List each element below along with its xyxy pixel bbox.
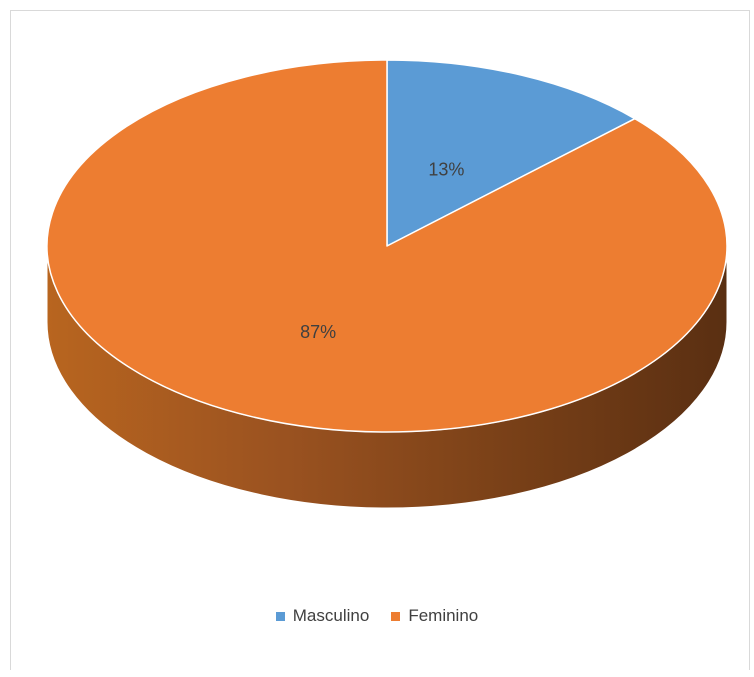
legend-label-masculino: Masculino [292, 606, 370, 625]
legend-swatch-masculino [275, 611, 285, 621]
pie-slice-feminino [46, 59, 728, 433]
legend-swatch-feminino [391, 611, 401, 621]
legend-label-feminino: Feminino [408, 606, 479, 625]
pie-slice-masculino [386, 59, 636, 247]
data-label-feminino: 87% [300, 322, 336, 342]
data-label-masculino: 13% [428, 160, 464, 180]
legend: Masculino Feminino [0, 604, 754, 628]
legend-item-masculino: Masculino [275, 606, 370, 626]
legend-item-feminino: Feminino [391, 606, 478, 626]
